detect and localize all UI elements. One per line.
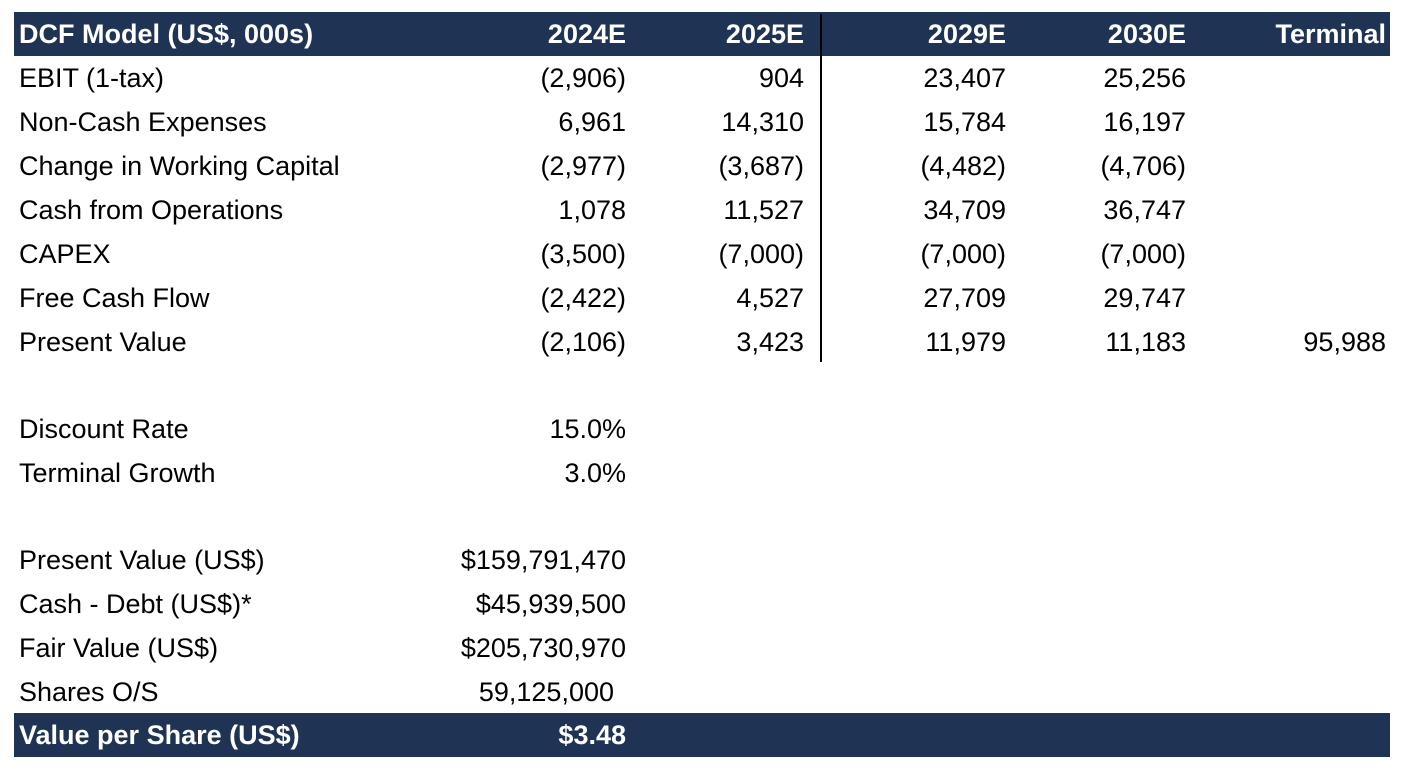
column-header-2030e: 2030E (1107, 19, 1186, 49)
value-per-share-row: Value per Share (US$) $3.48 (14, 713, 1390, 757)
cell-2024e: (2,106) (540, 327, 626, 357)
cell-2025e: (3,687) (718, 151, 804, 181)
assumption-label: Discount Rate (19, 414, 189, 444)
cell-2030e: 16,197 (1103, 107, 1186, 137)
row-label: EBIT (1-tax) (19, 63, 165, 93)
column-header-terminal: Terminal (1275, 19, 1386, 49)
value-per-share-label: Value per Share (US$) (19, 720, 300, 750)
row-label: CAPEX (19, 239, 111, 269)
cell-2029e: (4,482) (920, 151, 1006, 181)
cell-2029e: 23,407 (923, 63, 1006, 93)
row-label: Non-Cash Expenses (19, 107, 267, 137)
column-header-2024e: 2024E (547, 19, 626, 49)
value-per-share-value: $3.48 (558, 720, 626, 750)
table-row-working-capital: Change in Working Capital (2,977) (3,687… (14, 144, 1390, 188)
cell-2024e: (2,422) (540, 283, 626, 313)
cell-2024e: (3,500) (540, 239, 626, 269)
cell-terminal (1186, 144, 1386, 188)
column-header-2025e: 2025E (725, 19, 804, 49)
row-label: Cash from Operations (19, 195, 284, 225)
cell-2029e: 27,709 (923, 283, 1006, 313)
assumption-row-discount-rate: Discount Rate 15.0% (14, 407, 1390, 451)
cell-2024e: 6,961 (558, 107, 626, 137)
cell-terminal (1186, 188, 1386, 232)
cell-terminal (1186, 56, 1386, 100)
table-row-present-value: Present Value (2,106) 3,423 11,979 11,18… (14, 320, 1390, 364)
cell-terminal: 95,988 (1303, 327, 1386, 357)
valuation-label: Fair Value (US$) (19, 633, 219, 663)
valuation-label: Cash - Debt (US$)* (19, 589, 252, 619)
valuation-label: Shares O/S (19, 677, 159, 707)
valuation-value: $205,730,970 (460, 633, 626, 663)
valuation-value: $159,791,470 (460, 545, 626, 575)
cell-2025e: 14,310 (721, 107, 804, 137)
valuation-label: Present Value (US$) (19, 545, 265, 575)
table-row-capex: CAPEX (3,500) (7,000) (7,000) (7,000) (14, 232, 1390, 276)
cell-2030e: (4,706) (1100, 151, 1186, 181)
row-label: Change in Working Capital (19, 151, 340, 181)
valuation-row-cash-debt: Cash - Debt (US$)* $45,939,500 (14, 582, 1390, 626)
valuation-row-shares-outstanding: Shares O/S 59,125,000 (14, 670, 1390, 714)
cell-2025e: (7,000) (718, 239, 804, 269)
assumption-value: 15.0% (549, 414, 626, 444)
cell-2030e: 36,747 (1103, 195, 1186, 225)
cell-2030e: 11,183 (1105, 327, 1186, 357)
valuation-row-present-value: Present Value (US$) $159,791,470 (14, 538, 1390, 582)
cell-2025e: 4,527 (736, 283, 804, 313)
table-row-non-cash-expenses: Non-Cash Expenses 6,961 14,310 15,784 16… (14, 100, 1390, 144)
column-break-divider (820, 14, 822, 362)
cell-2029e: 34,709 (923, 195, 1006, 225)
cell-terminal (1186, 100, 1386, 144)
cell-2025e: 904 (758, 63, 804, 93)
cell-terminal (1186, 232, 1386, 276)
table-row-free-cash-flow: Free Cash Flow (2,422) 4,527 27,709 29,7… (14, 276, 1390, 320)
cell-2030e: (7,000) (1100, 239, 1186, 269)
row-label: Present Value (19, 327, 187, 357)
cell-2029e: 11,979 (925, 327, 1006, 357)
cell-2024e: 1,078 (558, 195, 626, 225)
cell-2025e: 3,423 (736, 327, 804, 357)
column-header-2029e: 2029E (927, 19, 1006, 49)
cell-2030e: 29,747 (1103, 283, 1186, 313)
table-row-ebit: EBIT (1-tax) (2,906) 904 23,407 25,256 (14, 56, 1390, 100)
cell-terminal (1186, 276, 1386, 320)
row-label: Free Cash Flow (19, 283, 210, 313)
cell-2025e: 11,527 (723, 195, 804, 225)
cell-2024e: (2,977) (540, 151, 626, 181)
table-title: DCF Model (US$, 000s) (19, 19, 314, 49)
assumption-row-terminal-growth: Terminal Growth 3.0% (14, 451, 1390, 495)
valuation-value: $45,939,500 (475, 589, 626, 619)
valuation-value: 59,125,000 (478, 677, 614, 707)
cell-2024e: (2,906) (540, 63, 626, 93)
table-row-cash-from-operations: Cash from Operations 1,078 11,527 34,709… (14, 188, 1390, 232)
table-header-row: DCF Model (US$, 000s) 2024E 2025E 2029E … (14, 12, 1390, 56)
assumption-label: Terminal Growth (19, 458, 216, 488)
cell-2029e: (7,000) (920, 239, 1006, 269)
cell-2030e: 25,256 (1103, 63, 1186, 93)
assumption-value: 3.0% (564, 458, 626, 488)
cell-2029e: 15,784 (923, 107, 1006, 137)
valuation-row-fair-value: Fair Value (US$) $205,730,970 (14, 626, 1390, 670)
